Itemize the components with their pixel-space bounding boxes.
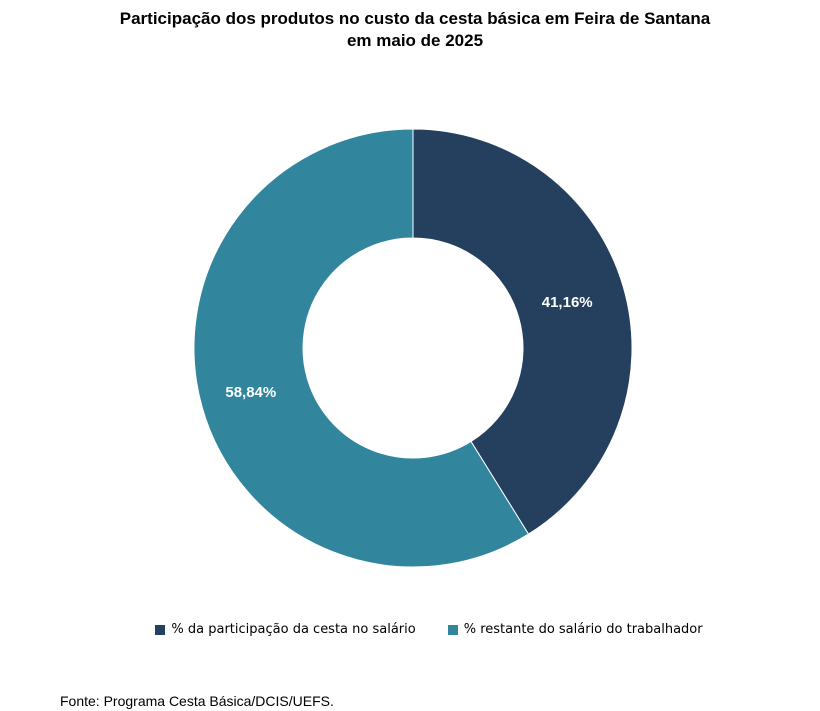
slice-labels: 41,16% 58,84% — [225, 294, 592, 401]
legend-swatch-cesta — [155, 624, 166, 635]
chart-legend: % da participação da cesta no salário % … — [0, 622, 820, 637]
legend-item-restante: % restante do salário do trabalhador — [447, 622, 703, 637]
source-note: Fonte: Programa Cesta Básica/DCIS/UEFS. — [60, 693, 334, 709]
legend-label-restante: % restante do salário do trabalhador — [463, 622, 703, 637]
chart-title-line-2: em maio de 2025 — [346, 31, 484, 50]
slice-label-restante: 58,84% — [225, 384, 276, 401]
legend-swatch-restante — [447, 624, 458, 635]
slice-label-cesta: 41,16% — [542, 294, 593, 311]
legend-item-cesta: % da participação da cesta no salário — [117, 622, 416, 637]
donut-slice-cesta — [412, 128, 633, 535]
donut-slices — [193, 128, 633, 568]
legend-label-cesta: % da participação da cesta no salário — [171, 622, 416, 637]
chart-title-line-1: Participação dos produtos no custo da ce… — [119, 9, 711, 28]
donut-slice-restante — [193, 128, 530, 568]
chart-title: Participação dos produtos no custo da ce… — [0, 8, 820, 52]
